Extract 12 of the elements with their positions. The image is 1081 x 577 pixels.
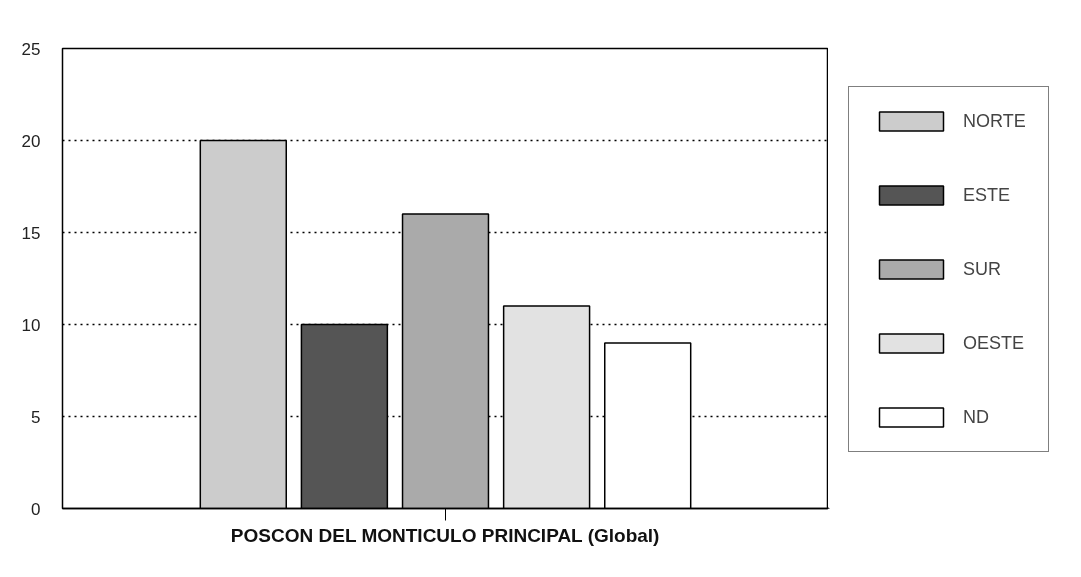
y-tick-label: 10 — [21, 315, 41, 335]
legend-label: SUR — [963, 258, 1002, 280]
x-axis-title: POSCON DEL MONTICULO PRINCIPAL (Global) — [230, 524, 660, 546]
y-tick-label: 15 — [21, 223, 41, 243]
legend-label: OESTE — [963, 332, 1025, 354]
y-tick-label: 0 — [31, 499, 41, 519]
y-tick-label: 20 — [21, 131, 41, 151]
legend-label: ND — [963, 406, 989, 428]
legend-label: ESTE — [963, 184, 1011, 206]
y-tick-label: 25 — [21, 39, 41, 59]
y-tick-label: 5 — [31, 407, 41, 427]
legend-label: NORTE — [963, 110, 1026, 132]
